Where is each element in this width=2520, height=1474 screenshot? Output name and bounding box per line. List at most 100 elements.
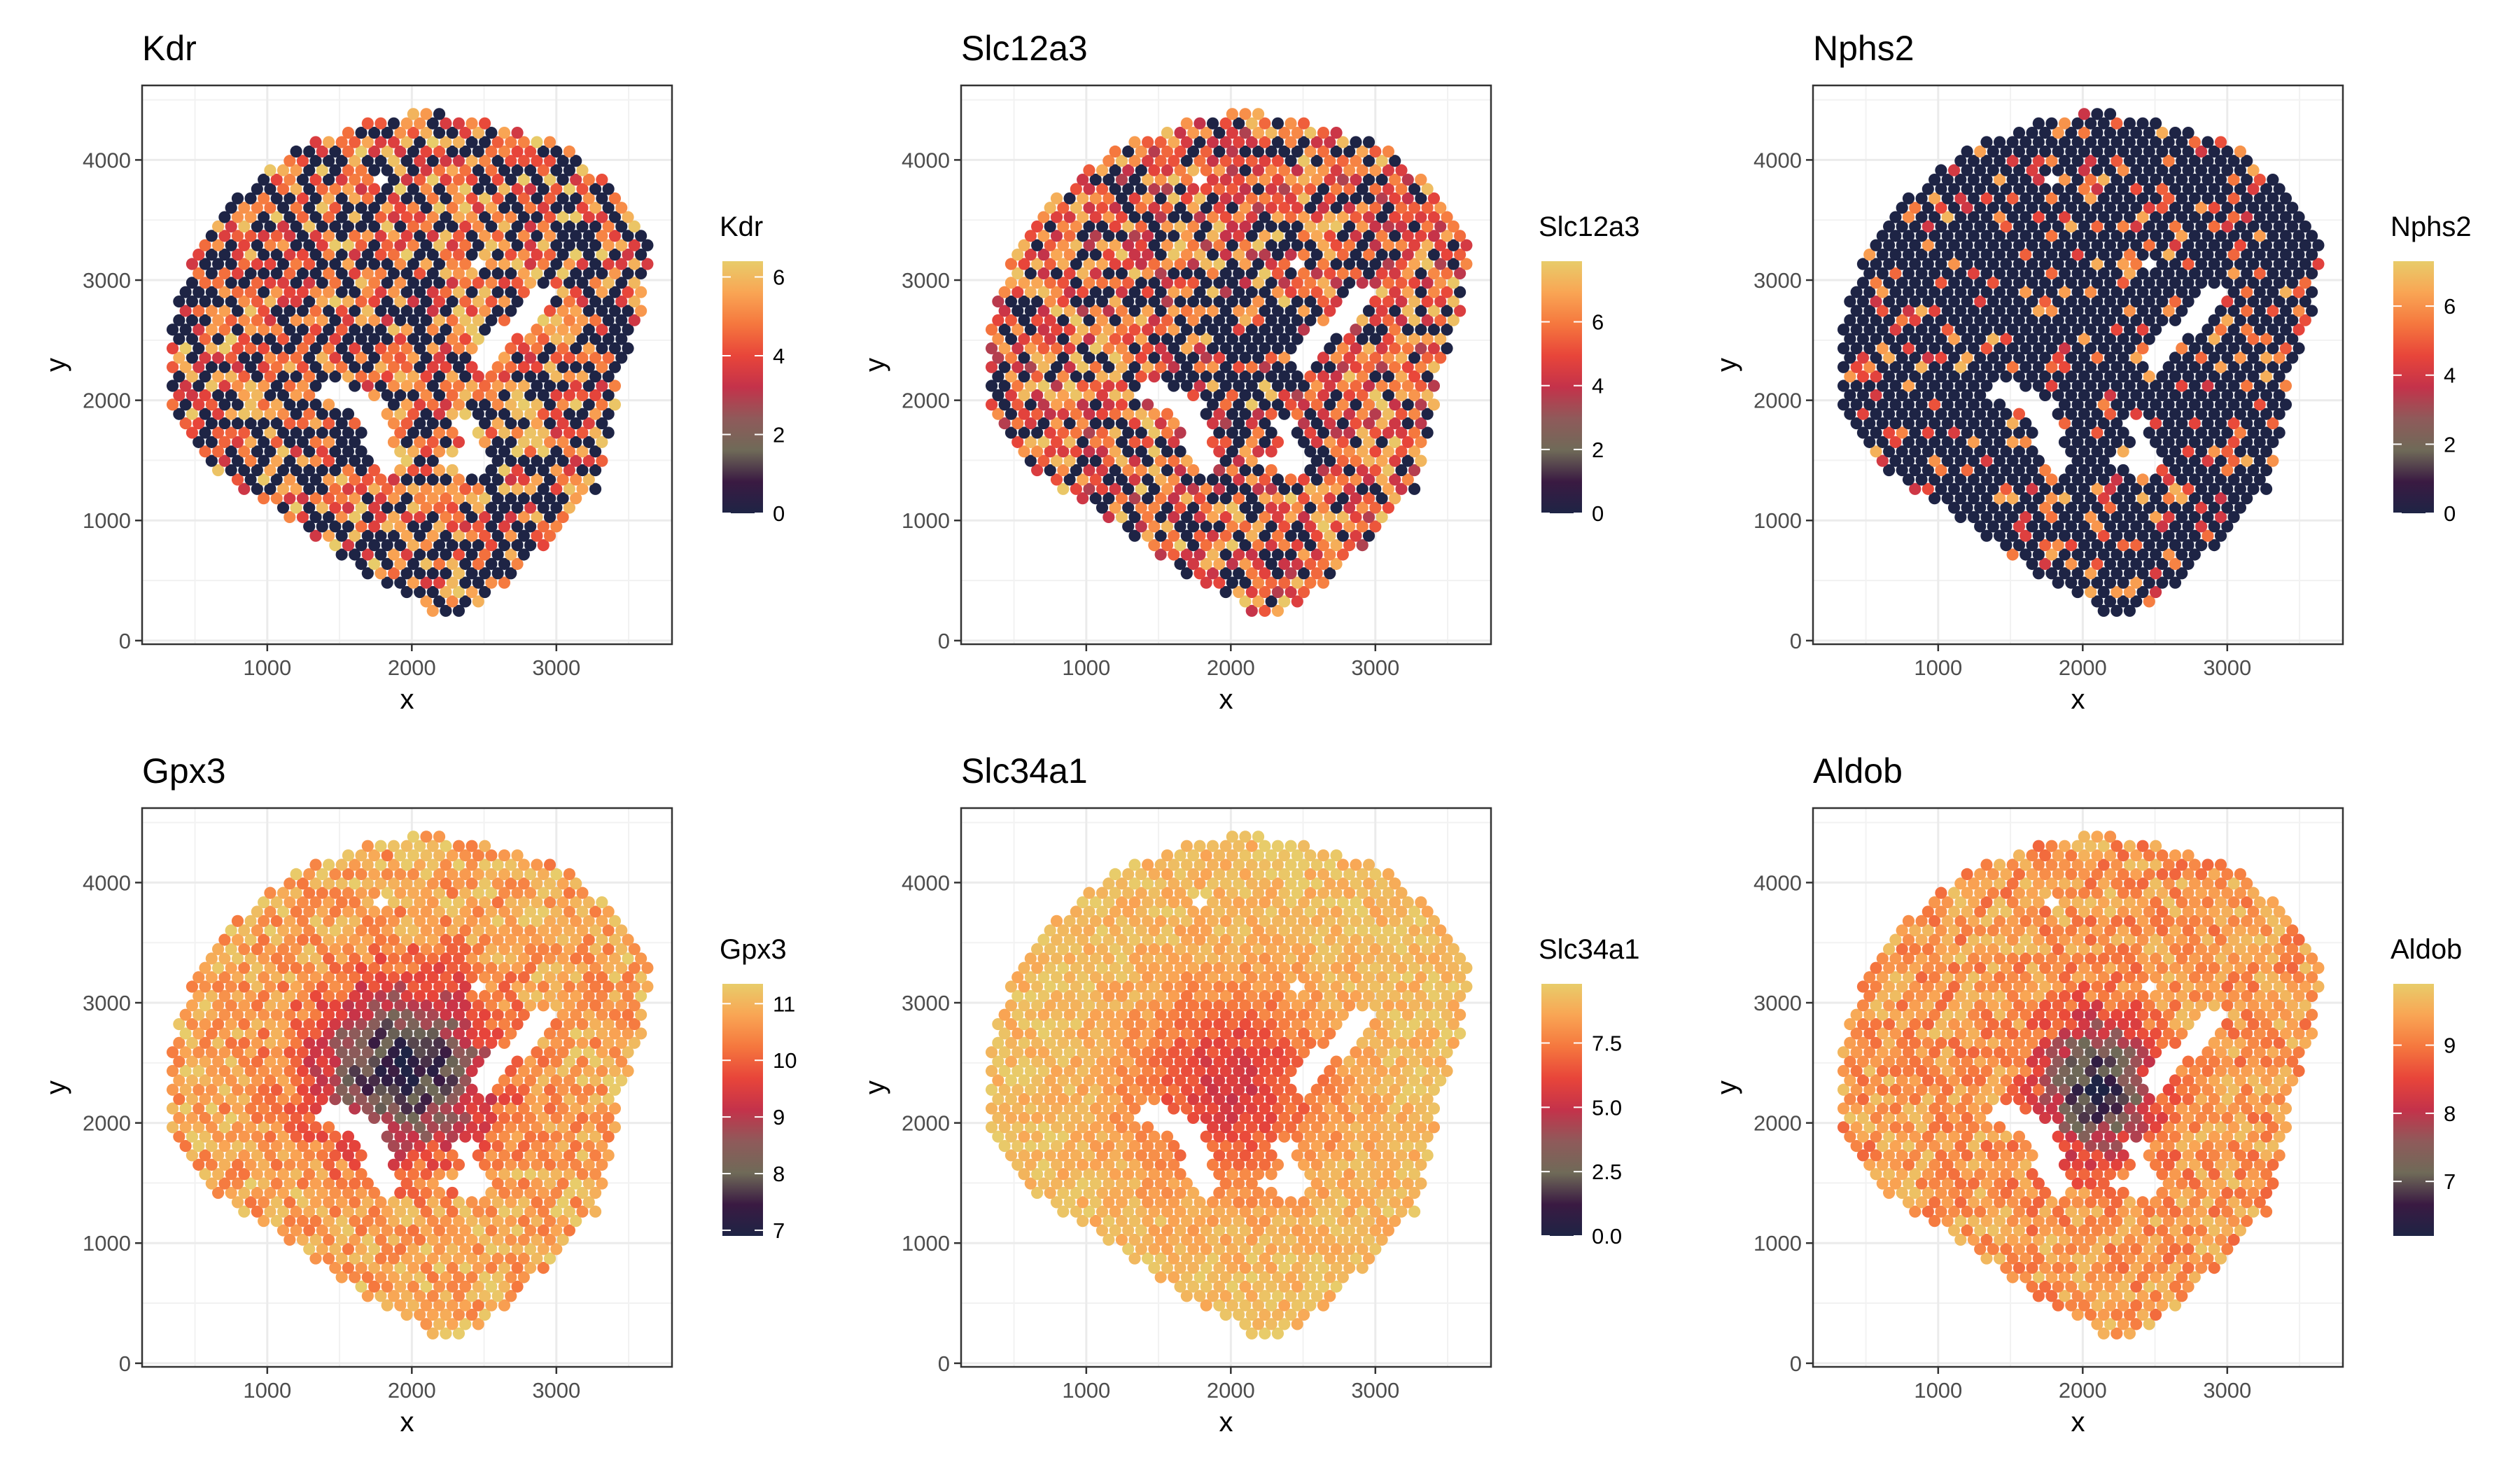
data-point xyxy=(564,146,575,158)
colorbar xyxy=(722,261,763,513)
data-point xyxy=(2136,118,2148,130)
data-point xyxy=(447,1187,458,1199)
x-tick-label: 3000 xyxy=(532,1378,580,1403)
data-point xyxy=(1317,127,1329,139)
data-point xyxy=(1382,146,1394,158)
data-point xyxy=(1128,136,1140,148)
legend-tick-label: 2 xyxy=(2444,432,2456,457)
x-tick-label: 1000 xyxy=(243,655,291,680)
x-axis-title: x xyxy=(2071,684,2085,715)
legend-tick-label: 2 xyxy=(1592,438,1604,462)
legend-tick-label: 0 xyxy=(773,501,785,526)
x-axis-title: x xyxy=(1219,684,1233,715)
legend-tick-label: 6 xyxy=(1592,310,1604,335)
data-point xyxy=(2234,146,2246,158)
x-tick-label: 2000 xyxy=(388,655,436,680)
data-point xyxy=(1207,118,1219,130)
x-tick-label: 3000 xyxy=(2203,655,2251,680)
data-point xyxy=(531,136,542,148)
data-point xyxy=(1181,118,1193,130)
data-point xyxy=(2013,408,2025,420)
data-point xyxy=(544,136,556,148)
data-point xyxy=(2202,136,2213,148)
data-point xyxy=(1110,146,1121,158)
data-point xyxy=(453,118,465,130)
x-tick-label: 2000 xyxy=(2059,655,2107,680)
data-point xyxy=(264,165,276,176)
data-point xyxy=(1284,118,1296,130)
y-tick-label: 2000 xyxy=(83,389,131,413)
data-point xyxy=(2182,127,2194,139)
legend-tick-label: 4 xyxy=(1592,374,1604,398)
data-point xyxy=(2091,108,2103,120)
data-point xyxy=(388,118,400,130)
legend-tick-label: 6 xyxy=(2444,294,2456,319)
y-tick-label: 1000 xyxy=(83,1231,131,1256)
data-point xyxy=(2124,118,2136,130)
data-point xyxy=(1083,165,1095,176)
data-point xyxy=(420,108,432,120)
y-tick-label: 4000 xyxy=(902,148,950,172)
data-point xyxy=(2013,127,2025,139)
data-point xyxy=(323,398,335,410)
data-point xyxy=(1994,398,2005,410)
data-point xyxy=(2150,118,2162,130)
y-axis-title: y xyxy=(41,358,71,372)
data-point xyxy=(433,108,445,120)
x-axis-title: x xyxy=(400,684,414,715)
data-point xyxy=(465,473,477,485)
data-point xyxy=(2033,118,2045,130)
data-point xyxy=(342,127,354,139)
data-point xyxy=(2182,333,2194,345)
data-point xyxy=(1239,108,1251,120)
data-point xyxy=(2267,174,2278,186)
data-point xyxy=(1330,127,1342,139)
data-point xyxy=(465,118,477,130)
y-axis-title: y xyxy=(860,358,890,372)
x-tick-label: 1000 xyxy=(243,1378,291,1403)
data-point xyxy=(1161,127,1173,139)
data-point xyxy=(1350,136,1362,148)
y-tick-label: 1000 xyxy=(902,508,950,533)
x-tick-label: 1000 xyxy=(1062,655,1110,680)
legend-tick-label: 4 xyxy=(773,344,785,368)
plot-title: Nphs2 xyxy=(1813,29,1914,68)
data-point xyxy=(2078,108,2090,120)
y-tick-label: 4000 xyxy=(83,148,131,172)
colorbar xyxy=(1541,261,1582,513)
data-point xyxy=(1935,165,1947,176)
legend-tick-label: 4 xyxy=(2444,363,2456,388)
data-point xyxy=(1363,136,1375,148)
y-tick-label: 3000 xyxy=(83,268,131,293)
y-tick-label: 3000 xyxy=(902,268,950,293)
plot-title: Slc12a3 xyxy=(961,29,1088,68)
y-tick-label: 1000 xyxy=(1754,508,1802,533)
y-tick-label: 2000 xyxy=(83,1111,131,1136)
y-tick-label: 2000 xyxy=(902,389,950,413)
data-point xyxy=(342,408,354,420)
data-point xyxy=(323,136,335,148)
data-point xyxy=(1252,108,1264,120)
legend-title: Kdr xyxy=(720,211,763,242)
x-tick-label: 3000 xyxy=(532,655,580,680)
data-point xyxy=(596,174,608,186)
x-tick-label: 1000 xyxy=(1914,655,1962,680)
data-point xyxy=(447,464,458,476)
data-point xyxy=(511,127,523,139)
data-point xyxy=(1142,398,1154,410)
data-point xyxy=(1226,108,1238,120)
data-point xyxy=(342,1131,354,1143)
data-point xyxy=(407,108,419,120)
colorbar xyxy=(2393,261,2434,513)
data-point xyxy=(479,118,491,130)
data-point xyxy=(290,146,302,158)
data-point xyxy=(1161,408,1173,420)
data-point xyxy=(511,333,523,345)
data-point xyxy=(1330,333,1342,345)
